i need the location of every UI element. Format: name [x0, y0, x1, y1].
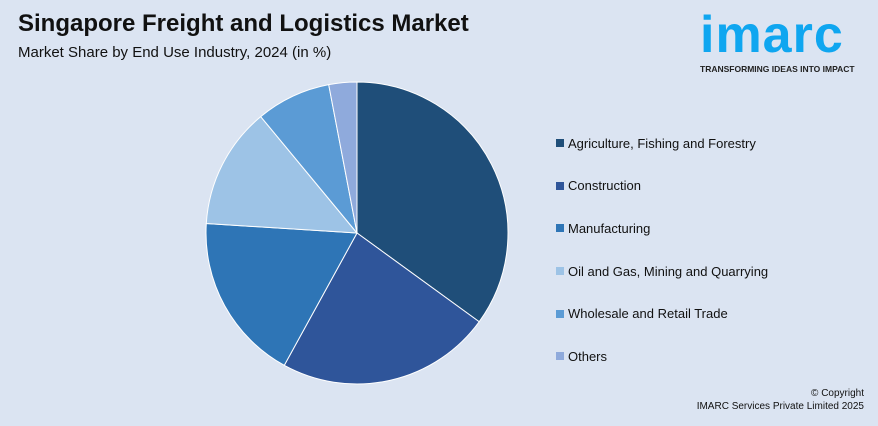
- legend: Agriculture, Fishing and Forestry Constru…: [556, 122, 768, 378]
- logo-brand: imarc: [700, 6, 844, 64]
- legend-swatch: [556, 181, 564, 190]
- pie-slice: [356, 81, 509, 323]
- legend-label: Wholesale and Retail Trade: [568, 306, 728, 322]
- legend-swatch: [556, 139, 564, 148]
- copyright-line1: © Copyright: [811, 388, 864, 399]
- pie-slice: [283, 232, 480, 385]
- copyright-line2: IMARC Services Private Limited 2025: [696, 401, 864, 412]
- pie-slice: [205, 115, 359, 234]
- legend-swatch: [556, 267, 564, 276]
- legend-label: Construction: [568, 178, 641, 194]
- legend-swatch: [556, 352, 564, 361]
- legend-item: Oil and Gas, Mining and Quarrying: [556, 250, 768, 293]
- legend-label: Manufacturing: [568, 220, 651, 236]
- chart-title: Singapore Freight and Logistics Market: [18, 10, 469, 37]
- legend-swatch: [556, 224, 564, 233]
- chart-subtitle: Market Share by End Use Industry, 2024 (…: [18, 44, 332, 61]
- legend-swatch: [556, 309, 564, 318]
- legend-label: Oil and Gas, Mining and Quarrying: [568, 263, 769, 279]
- legend-item: Others: [556, 335, 768, 378]
- imarc-logo: imarc TRANSFORMING IDEAS INTO IMPACT: [700, 6, 872, 74]
- logo-tagline: TRANSFORMING IDEAS INTO IMPACT: [700, 64, 855, 74]
- legend-item: Manufacturing: [556, 207, 768, 250]
- legend-label: Others: [568, 348, 608, 364]
- legend-item: Construction: [556, 165, 768, 208]
- legend-item: Wholesale and Retail Trade: [556, 292, 768, 335]
- pie-slice: [205, 222, 358, 367]
- legend-item: Agriculture, Fishing and Forestry: [556, 122, 768, 165]
- legend-label: Agriculture, Fishing and Forestry: [568, 135, 756, 151]
- copyright: © Copyright IMARC Services Private Limit…: [697, 387, 864, 413]
- pie-slice: [328, 81, 358, 234]
